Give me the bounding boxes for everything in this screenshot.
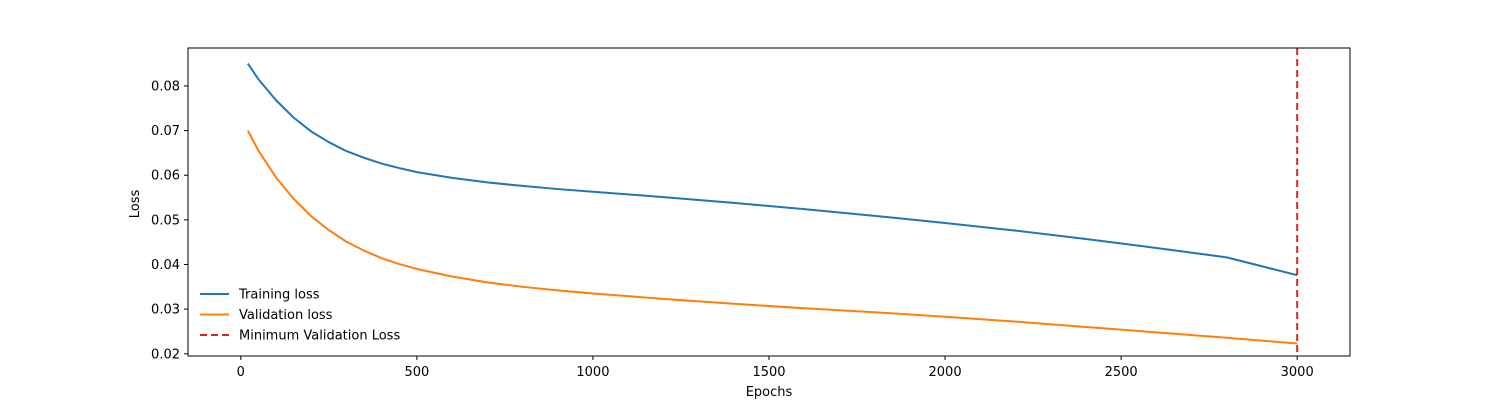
y-tick-label: 0.06 — [151, 169, 180, 184]
plot-frame — [187, 47, 1351, 357]
validation-loss-line — [246, 130, 1298, 345]
x-tick-label: 2000 — [929, 365, 962, 380]
x-tick-label: 1000 — [576, 365, 609, 380]
training-loss-line — [247, 63, 1298, 277]
x-tick-label: 500 — [404, 365, 429, 380]
y-tick-label: 0.05 — [151, 213, 180, 228]
y-axis-label: Loss — [128, 190, 143, 219]
x-tick-label: 0 — [237, 365, 245, 380]
legend-entry-min-validation-label: Minimum Validation Loss — [239, 329, 400, 344]
y-tick-label: 0.02 — [151, 347, 180, 362]
x-tick-label: 2500 — [1105, 365, 1138, 380]
legend: Training loss Validation loss Minimum Vali… — [200, 288, 400, 344]
x-tick-label: 3000 — [1281, 365, 1314, 380]
legend-entry-training-label: Training loss — [238, 288, 320, 303]
x-tick-label: 1500 — [752, 365, 785, 380]
x-axis-label: Epochs — [746, 385, 793, 400]
legend-entry-validation-label: Validation loss — [239, 308, 333, 323]
y-tick-label: 0.07 — [151, 124, 180, 139]
y-tick-label: 0.03 — [151, 303, 180, 318]
y-tick-label: 0.04 — [151, 258, 180, 273]
y-tick-label: 0.08 — [151, 79, 180, 94]
